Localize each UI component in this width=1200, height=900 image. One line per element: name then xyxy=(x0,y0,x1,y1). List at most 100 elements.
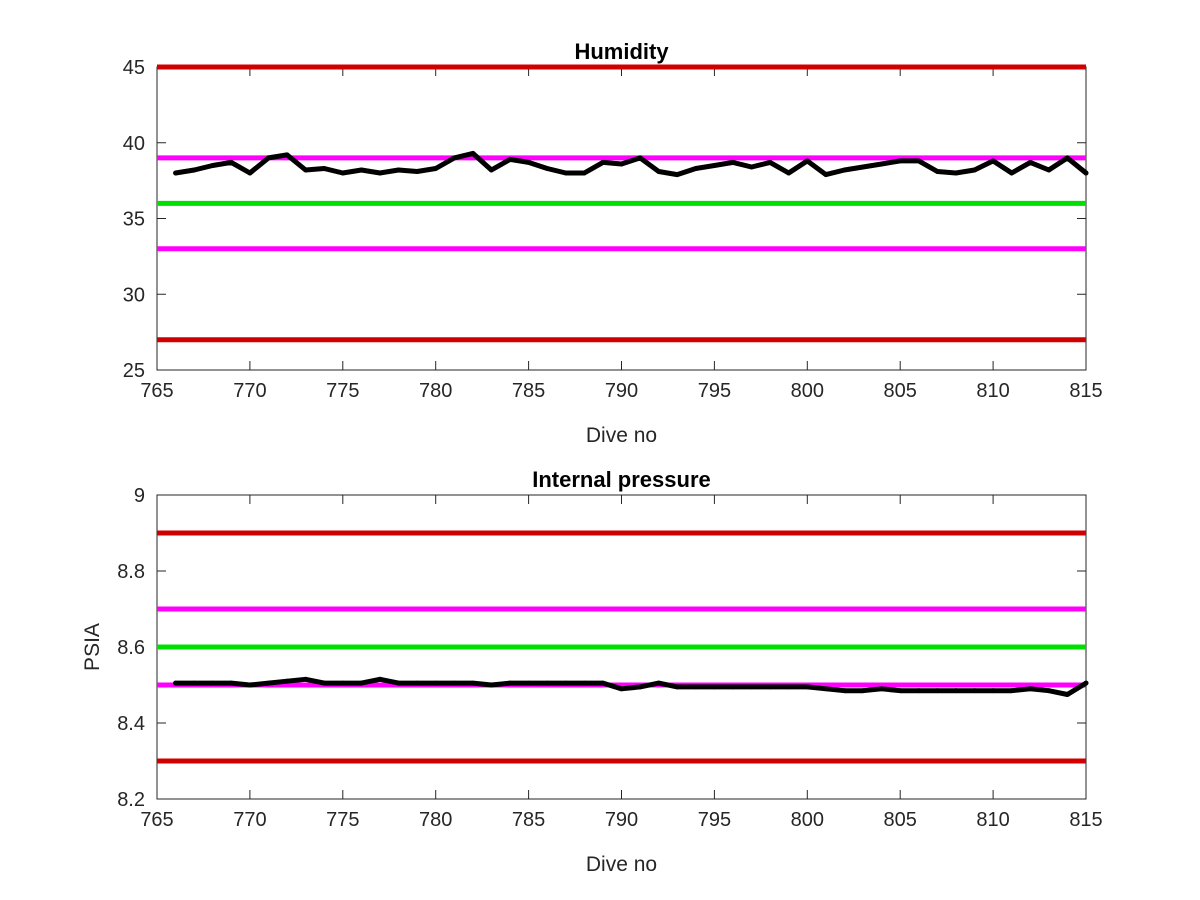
data-point xyxy=(470,151,476,156)
data-point xyxy=(303,167,308,173)
data-point xyxy=(581,680,587,686)
data-point xyxy=(191,680,197,686)
x-tick-label: 780 xyxy=(419,380,452,402)
data-point xyxy=(228,680,234,686)
data-point xyxy=(712,684,717,690)
data-point xyxy=(1027,686,1033,692)
x-tick-label: 805 xyxy=(884,809,917,831)
data-point xyxy=(340,680,346,686)
data-point xyxy=(953,170,959,176)
data-point xyxy=(563,170,569,176)
data-point xyxy=(637,155,643,161)
data-point xyxy=(767,160,773,165)
y-axis-label: PSIA xyxy=(81,623,104,671)
data-point xyxy=(730,684,736,690)
data-point xyxy=(916,688,922,694)
data-point xyxy=(674,172,680,178)
data-point xyxy=(489,167,494,173)
x-tick-label: 770 xyxy=(233,809,266,831)
data-point xyxy=(321,680,327,686)
data-point xyxy=(619,161,624,167)
data-point xyxy=(210,680,216,686)
data-point xyxy=(377,170,383,176)
data-point xyxy=(247,170,253,176)
data-point xyxy=(730,160,736,165)
y-tick-label: 25 xyxy=(123,360,145,382)
chart-title: Humidity xyxy=(574,39,669,64)
data-point xyxy=(897,158,903,164)
y-tick-label: 8.8 xyxy=(117,561,145,583)
y-tick-label: 8.2 xyxy=(117,789,145,811)
x-tick-label: 795 xyxy=(698,809,731,831)
data-point xyxy=(210,163,216,168)
y-tick-label: 45 xyxy=(123,57,145,79)
chart-title: Internal pressure xyxy=(532,467,711,492)
data-point xyxy=(990,688,996,694)
data-point xyxy=(489,682,494,688)
x-tick-label: 775 xyxy=(326,380,359,402)
x-tick-label: 765 xyxy=(140,809,173,831)
data-point xyxy=(619,686,624,692)
data-point xyxy=(396,680,401,686)
data-point xyxy=(693,684,699,690)
data-point xyxy=(786,684,792,690)
data-point xyxy=(544,680,550,686)
data-point xyxy=(396,167,401,173)
x-tick-label: 805 xyxy=(884,380,917,402)
data-point xyxy=(879,686,884,692)
data-point xyxy=(507,680,513,686)
data-point xyxy=(526,160,531,165)
data-point xyxy=(953,688,959,694)
data-point xyxy=(414,169,420,174)
x-tick-label: 810 xyxy=(976,380,1009,402)
series-line xyxy=(173,150,1089,178)
data-point xyxy=(990,158,996,164)
y-tick-label: 8.6 xyxy=(117,637,145,659)
data-point xyxy=(972,167,977,173)
data-point xyxy=(247,682,253,688)
data-point xyxy=(693,166,699,171)
data-point xyxy=(842,167,847,173)
y-tick-label: 9 xyxy=(134,485,145,507)
data-point xyxy=(823,172,829,178)
data-point xyxy=(451,155,457,161)
series-line xyxy=(173,676,1089,697)
data-point xyxy=(656,680,662,686)
x-tick-label: 785 xyxy=(512,380,545,402)
x-tick-label: 775 xyxy=(326,809,359,831)
data-point xyxy=(786,170,792,176)
data-point xyxy=(600,680,606,686)
data-point xyxy=(1046,688,1052,694)
data-point xyxy=(935,169,940,174)
data-point xyxy=(433,680,439,686)
data-point xyxy=(935,688,940,694)
data-point xyxy=(544,166,550,171)
data-point xyxy=(284,678,290,684)
data-point xyxy=(1083,170,1089,176)
data-point xyxy=(804,684,810,690)
y-tick-label: 40 xyxy=(123,133,145,155)
x-axis-label: Dive no xyxy=(586,853,657,876)
data-point xyxy=(377,676,383,682)
data-point xyxy=(581,170,587,176)
data-point xyxy=(879,161,884,167)
data-point xyxy=(433,166,439,171)
data-point xyxy=(749,684,754,690)
data-point xyxy=(563,680,569,686)
data-point xyxy=(600,160,606,165)
data-point xyxy=(266,680,271,686)
data-point xyxy=(526,680,531,686)
data-point xyxy=(674,684,680,690)
x-tick-label: 795 xyxy=(698,380,731,402)
data-point xyxy=(340,170,346,176)
data-point xyxy=(359,680,364,686)
x-tick-label: 815 xyxy=(1069,380,1102,402)
data-point xyxy=(1065,692,1070,697)
y-tick-label: 8.4 xyxy=(117,713,145,735)
data-point xyxy=(451,680,457,686)
data-point xyxy=(972,688,977,694)
x-tick-label: 785 xyxy=(512,809,545,831)
data-point xyxy=(804,158,810,164)
x-tick-label: 800 xyxy=(791,380,824,402)
